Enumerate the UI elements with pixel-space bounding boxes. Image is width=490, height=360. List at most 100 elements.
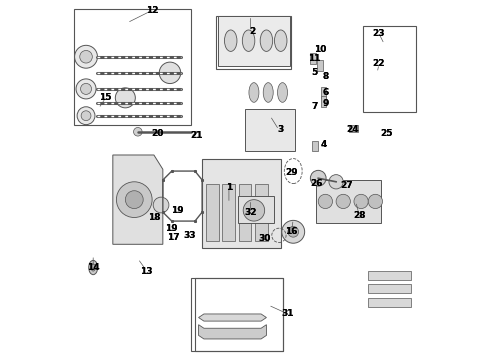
- Circle shape: [115, 88, 135, 108]
- Text: 14: 14: [87, 263, 99, 272]
- Text: 10: 10: [314, 45, 326, 54]
- Circle shape: [368, 194, 383, 208]
- Text: 1: 1: [226, 183, 232, 192]
- Text: 26: 26: [310, 179, 323, 188]
- Bar: [312, 141, 318, 152]
- Bar: [245, 109, 295, 152]
- Text: 19: 19: [171, 206, 183, 215]
- Text: 16: 16: [285, 227, 298, 236]
- Text: 20: 20: [151, 129, 164, 138]
- Ellipse shape: [89, 260, 98, 275]
- Bar: [317, 60, 323, 71]
- Circle shape: [354, 194, 368, 208]
- Text: 2: 2: [249, 27, 255, 36]
- Text: 24: 24: [346, 126, 359, 135]
- Text: 25: 25: [380, 129, 392, 138]
- Circle shape: [243, 200, 265, 221]
- Text: 9: 9: [322, 99, 329, 108]
- Bar: [192, 278, 283, 351]
- Polygon shape: [238, 196, 273, 223]
- Bar: [239, 184, 251, 241]
- Text: 10: 10: [314, 45, 326, 54]
- Circle shape: [74, 45, 98, 68]
- Circle shape: [80, 50, 92, 63]
- FancyBboxPatch shape: [202, 158, 281, 248]
- Text: 4: 4: [320, 140, 327, 149]
- Text: 30: 30: [258, 234, 271, 243]
- Circle shape: [318, 194, 333, 208]
- Text: 16: 16: [285, 227, 298, 236]
- Text: 11: 11: [308, 54, 321, 63]
- Text: 21: 21: [191, 131, 203, 140]
- Circle shape: [310, 170, 326, 186]
- Circle shape: [125, 191, 143, 208]
- Text: 14: 14: [87, 263, 99, 272]
- Text: 20: 20: [151, 129, 164, 138]
- Text: 7: 7: [312, 102, 318, 111]
- Text: 23: 23: [373, 29, 385, 38]
- Text: 3: 3: [278, 126, 284, 135]
- Bar: [368, 284, 411, 293]
- Bar: [310, 53, 316, 64]
- Text: 17: 17: [167, 233, 180, 242]
- Text: 28: 28: [353, 211, 366, 220]
- Polygon shape: [198, 314, 267, 321]
- Text: 33: 33: [183, 231, 196, 240]
- Text: 15: 15: [99, 93, 112, 102]
- Circle shape: [134, 127, 142, 136]
- Text: 31: 31: [282, 310, 294, 319]
- Text: 8: 8: [322, 72, 328, 81]
- Text: 2: 2: [249, 27, 255, 36]
- Text: 17: 17: [167, 233, 180, 242]
- Text: 26: 26: [310, 179, 323, 188]
- Text: 24: 24: [346, 126, 359, 135]
- Circle shape: [81, 111, 91, 121]
- Text: 5: 5: [312, 68, 318, 77]
- Text: 27: 27: [341, 181, 353, 190]
- Bar: [206, 184, 220, 241]
- Text: 33: 33: [183, 231, 196, 240]
- Bar: [368, 271, 411, 280]
- Text: 19: 19: [171, 206, 183, 215]
- Polygon shape: [113, 155, 163, 244]
- Bar: [363, 26, 416, 112]
- Circle shape: [159, 62, 181, 84]
- Text: 25: 25: [380, 129, 392, 138]
- Circle shape: [76, 79, 96, 99]
- Circle shape: [117, 182, 152, 217]
- Bar: [255, 184, 268, 241]
- Text: 29: 29: [285, 168, 298, 177]
- Text: 23: 23: [373, 29, 385, 38]
- Circle shape: [329, 175, 343, 189]
- Text: 3: 3: [278, 126, 284, 135]
- Text: 29: 29: [285, 168, 298, 177]
- Polygon shape: [218, 16, 290, 66]
- Ellipse shape: [277, 83, 288, 102]
- Text: 13: 13: [141, 267, 153, 276]
- Bar: [74, 9, 192, 125]
- Ellipse shape: [224, 30, 237, 51]
- Text: 1: 1: [226, 183, 232, 192]
- Text: 19: 19: [166, 224, 178, 233]
- Circle shape: [77, 107, 95, 125]
- Circle shape: [288, 226, 298, 237]
- Polygon shape: [348, 125, 358, 132]
- Text: 32: 32: [244, 208, 257, 217]
- Circle shape: [336, 194, 350, 208]
- Text: 27: 27: [341, 181, 353, 190]
- Ellipse shape: [263, 83, 273, 102]
- Text: 18: 18: [147, 213, 160, 222]
- Polygon shape: [198, 325, 267, 339]
- Bar: [321, 96, 326, 107]
- Bar: [195, 278, 283, 351]
- Text: 7: 7: [312, 102, 318, 111]
- Text: 22: 22: [373, 59, 385, 68]
- Text: 21: 21: [191, 131, 203, 140]
- Polygon shape: [317, 180, 381, 223]
- Text: 28: 28: [353, 211, 366, 220]
- Bar: [217, 16, 292, 69]
- Text: 19: 19: [166, 224, 178, 233]
- Text: 8: 8: [322, 72, 328, 81]
- Text: 22: 22: [373, 59, 385, 68]
- Text: 12: 12: [146, 6, 158, 15]
